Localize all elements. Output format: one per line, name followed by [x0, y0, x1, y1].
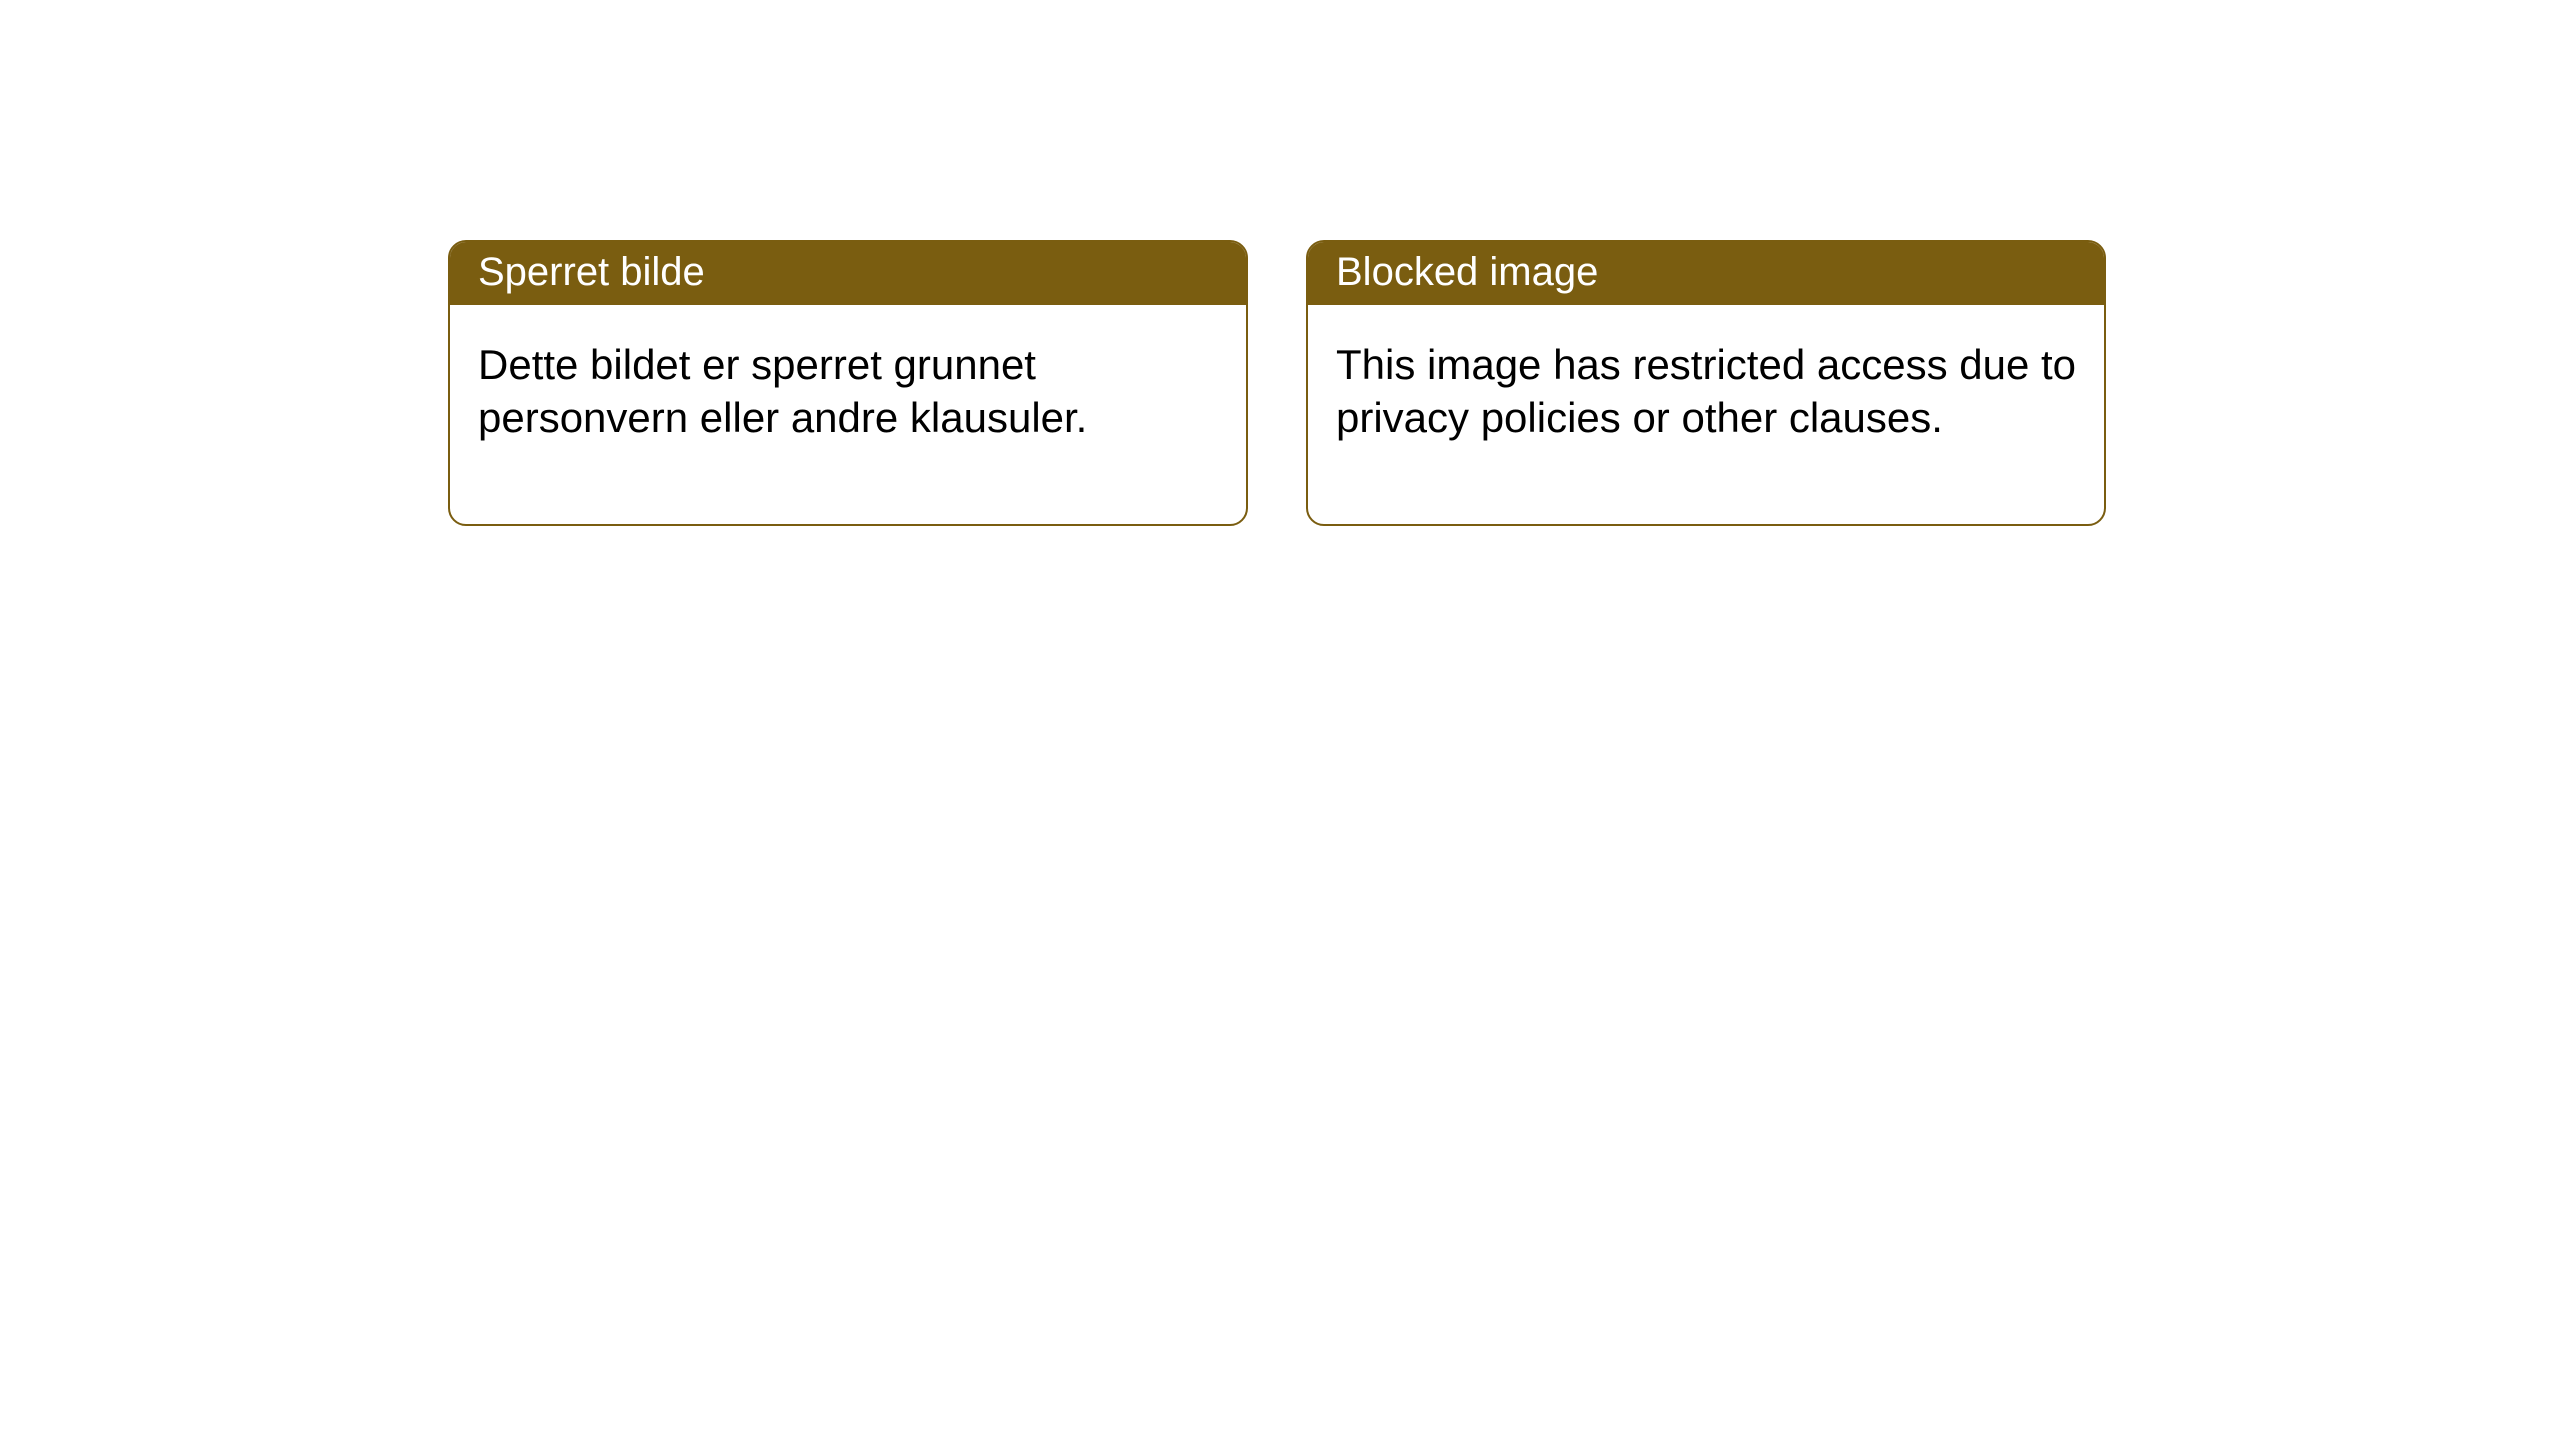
notice-card-norwegian: Sperret bilde Dette bildet er sperret gr… — [448, 240, 1248, 526]
notice-header: Sperret bilde — [450, 242, 1246, 305]
notice-container: Sperret bilde Dette bildet er sperret gr… — [448, 240, 2106, 526]
notice-body: Dette bildet er sperret grunnet personve… — [450, 305, 1246, 524]
notice-card-english: Blocked image This image has restricted … — [1306, 240, 2106, 526]
notice-body: This image has restricted access due to … — [1308, 305, 2104, 524]
notice-header: Blocked image — [1308, 242, 2104, 305]
